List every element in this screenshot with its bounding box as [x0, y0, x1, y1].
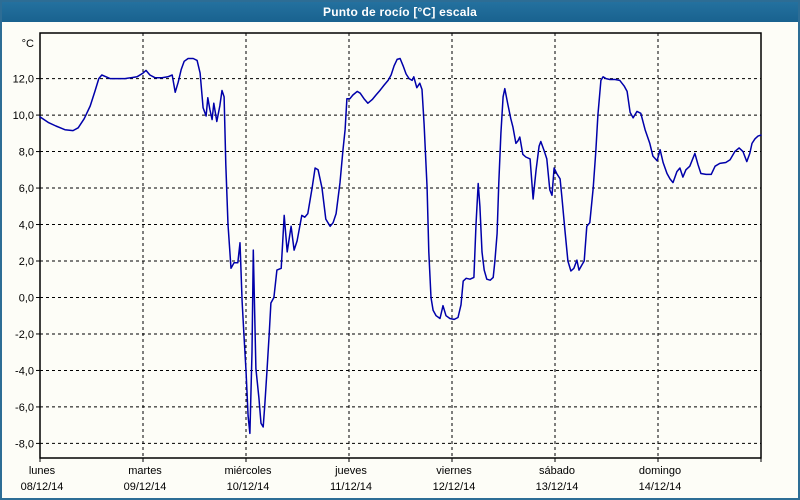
window-titlebar: Punto de rocío [°C] escala: [2, 2, 798, 22]
y-tick-label: 4,0: [19, 220, 34, 232]
day-name-label: jueves: [334, 465, 367, 477]
day-name-label: sábado: [539, 465, 575, 477]
y-tick-label: 8,0: [19, 147, 34, 159]
window-title: Punto de rocío [°C] escala: [322, 5, 478, 19]
y-tick-label: -2,0: [15, 329, 34, 341]
day-date-label: 09/12/14: [124, 481, 167, 493]
y-tick-label: 10,0: [13, 110, 34, 122]
y-tick-label: 6,0: [19, 183, 34, 195]
day-date-label: 11/12/14: [330, 481, 372, 493]
y-tick-label: 0,0: [19, 292, 34, 304]
day-name-label: viernes: [436, 465, 472, 477]
y-tick-label: -8,0: [15, 438, 34, 450]
day-name-label: martes: [128, 465, 162, 477]
day-date-label: 14/12/14: [639, 481, 682, 493]
plot-border: [39, 32, 762, 459]
day-date-label: 08/12/14: [21, 481, 64, 493]
day-name-label: miércoles: [224, 465, 272, 477]
y-axis-unit-label: °C: [22, 38, 34, 50]
y-tick-label: -6,0: [15, 402, 34, 414]
dewpoint-line: [39, 57, 762, 435]
day-name-label: domingo: [639, 465, 681, 477]
y-tick-label: 12,0: [13, 74, 34, 86]
y-tick-label: 2,0: [19, 256, 34, 268]
day-date-label: 13/12/14: [536, 481, 579, 493]
y-tick-label: -4,0: [15, 365, 34, 377]
day-date-label: 12/12/14: [433, 481, 476, 493]
day-date-label: 10/12/14: [227, 481, 270, 493]
day-name-label: lunes: [29, 465, 56, 477]
